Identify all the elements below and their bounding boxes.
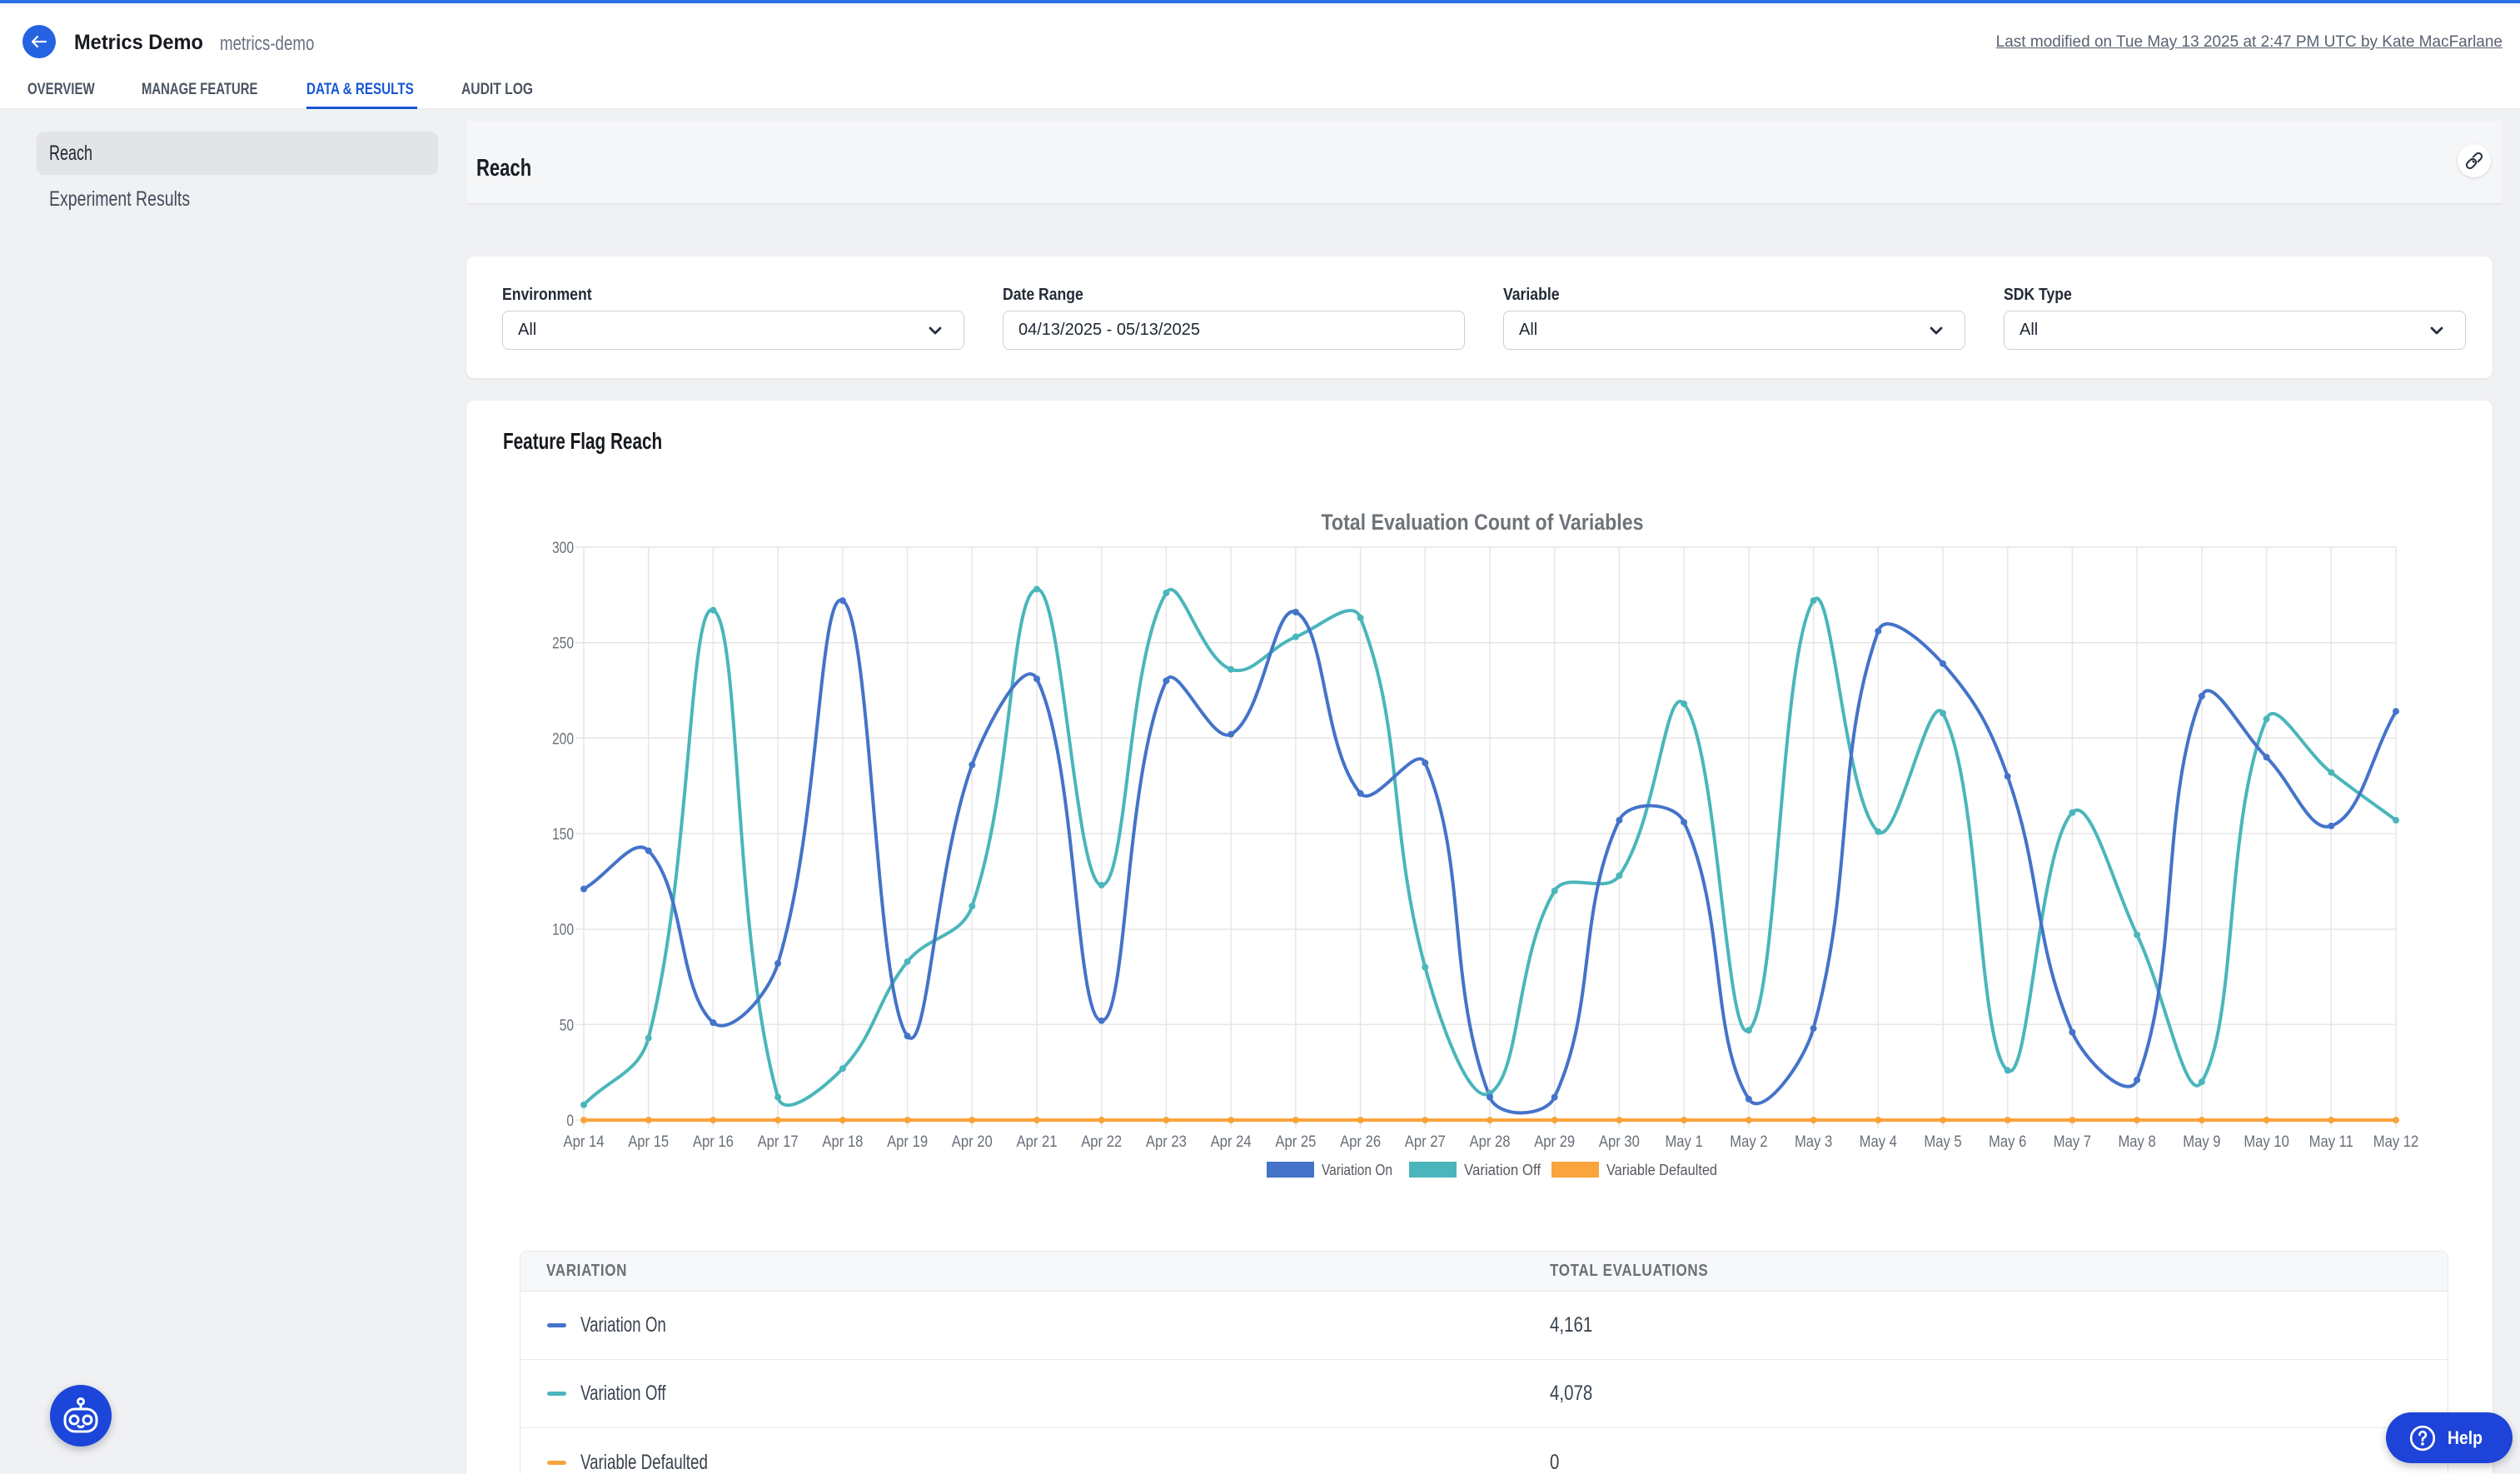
svg-text:Apr 19: Apr 19 (887, 1133, 928, 1151)
svg-text:Apr 14: Apr 14 (564, 1133, 605, 1151)
svg-text:Apr 24: Apr 24 (1211, 1133, 1252, 1151)
svg-text:Apr 23: Apr 23 (1146, 1133, 1187, 1151)
svg-text:Variation On: Variation On (1322, 1162, 1392, 1178)
svg-text:Apr 16: Apr 16 (693, 1133, 734, 1151)
svg-text:Apr 21: Apr 21 (1017, 1133, 1058, 1151)
svg-text:Apr 29: Apr 29 (1534, 1133, 1575, 1151)
svg-text:Apr 15: Apr 15 (628, 1133, 669, 1151)
svg-text:0: 0 (566, 1113, 574, 1130)
svg-text:May 8: May 8 (2118, 1133, 2155, 1151)
svg-text:May 12: May 12 (2373, 1133, 2419, 1151)
svg-text:200: 200 (552, 730, 574, 748)
svg-text:100: 100 (552, 922, 574, 939)
svg-text:May 2: May 2 (1730, 1133, 1767, 1151)
svg-text:Apr 26: Apr 26 (1340, 1133, 1381, 1151)
svg-text:150: 150 (552, 826, 574, 844)
svg-text:Variation Off: Variation Off (1464, 1162, 1541, 1178)
svg-text:May 7: May 7 (2054, 1133, 2091, 1151)
svg-text:Apr 20: Apr 20 (952, 1133, 993, 1151)
svg-text:50: 50 (560, 1017, 574, 1034)
svg-text:May 5: May 5 (1924, 1133, 1961, 1151)
svg-text:May 4: May 4 (1860, 1133, 1898, 1151)
svg-text:Variable Defaulted: Variable Defaulted (1606, 1162, 1717, 1178)
svg-text:250: 250 (552, 635, 574, 653)
svg-text:May 1: May 1 (1665, 1133, 1702, 1151)
svg-text:May 11: May 11 (2309, 1133, 2353, 1151)
svg-text:Apr 30: Apr 30 (1599, 1133, 1640, 1151)
svg-text:Apr 22: Apr 22 (1081, 1133, 1122, 1151)
svg-text:May 6: May 6 (1989, 1133, 2026, 1151)
svg-text:Apr 17: Apr 17 (758, 1133, 799, 1151)
svg-text:May 10: May 10 (2244, 1133, 2289, 1151)
svg-text:May 9: May 9 (2183, 1133, 2220, 1151)
svg-text:Apr 27: Apr 27 (1405, 1133, 1446, 1151)
svg-text:Apr 25: Apr 25 (1275, 1133, 1316, 1151)
svg-text:Apr 28: Apr 28 (1470, 1133, 1511, 1151)
svg-text:May 3: May 3 (1795, 1133, 1832, 1151)
svg-text:Apr 18: Apr 18 (822, 1133, 863, 1151)
svg-text:Total Evaluation Count of Vari: Total Evaluation Count of Variables (1322, 510, 1644, 535)
svg-text:300: 300 (552, 540, 574, 557)
